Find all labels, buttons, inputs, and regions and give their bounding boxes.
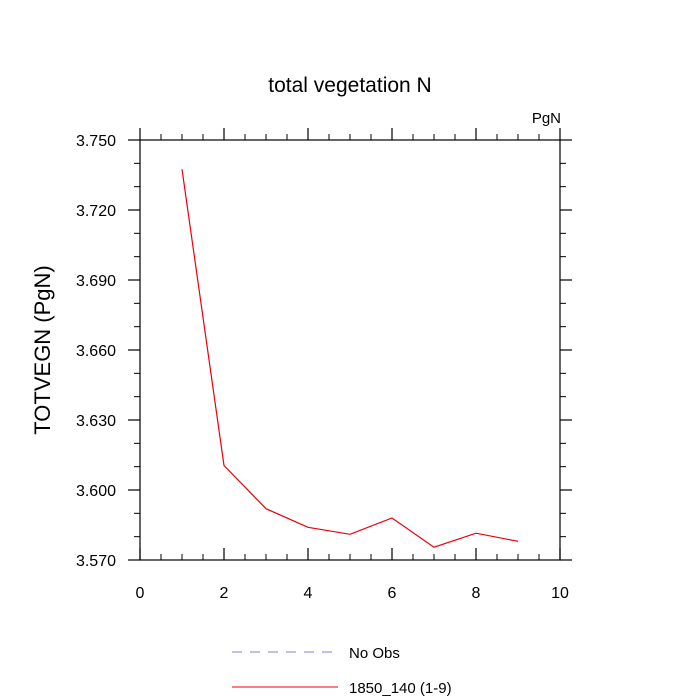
plot-frame	[139, 139, 561, 561]
legend-label: No Obs	[349, 645, 400, 662]
x-tick-label: 0	[136, 585, 145, 602]
x-tick-label: 8	[472, 585, 481, 602]
legend: No Obs 1850_140 (1-9)	[232, 645, 452, 697]
y-tick-label: 3.570	[76, 553, 116, 570]
axis-ticks	[128, 128, 572, 561]
y-tick-label: 3.750	[76, 133, 116, 150]
series-line	[181, 169, 519, 548]
y-tick-label: 3.720	[76, 203, 116, 220]
units-label: PgN	[532, 110, 561, 127]
y-tick-label: 3.600	[76, 483, 116, 500]
series-layer	[181, 169, 519, 548]
x-tick-label: 10	[551, 585, 569, 602]
x-tick-label: 2	[220, 585, 229, 602]
x-tick-labels: 0 2 4 6 8 10	[136, 585, 569, 602]
legend-label: 1850_140 (1-9)	[349, 680, 452, 697]
y-axis-label: TOTVEGN (PgN)	[30, 265, 55, 435]
y-tick-label: 3.630	[76, 413, 116, 430]
x-tick-label: 6	[388, 585, 397, 602]
y-tick-label: 3.690	[76, 273, 116, 290]
x-tick-label: 4	[304, 585, 313, 602]
chart-title: total vegetation N	[268, 74, 431, 97]
y-tick-labels: 3.570 3.600 3.630 3.660 3.690 3.720 3.750	[76, 133, 116, 570]
y-tick-label: 3.660	[76, 343, 116, 360]
